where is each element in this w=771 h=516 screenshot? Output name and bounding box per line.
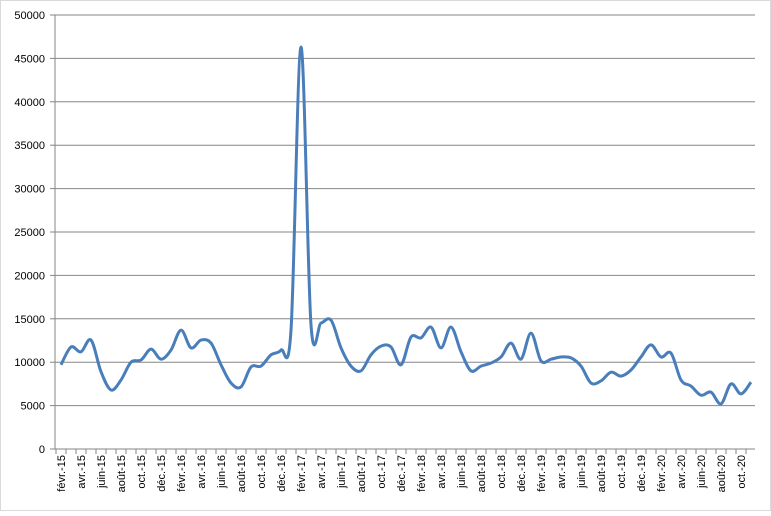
- x-tick-label: août-15: [116, 455, 128, 492]
- y-tick-label: 20000: [14, 270, 45, 282]
- x-tick-label: févr.-20: [656, 455, 668, 492]
- y-tick-label: 35000: [14, 140, 45, 152]
- y-tick-label: 45000: [14, 53, 45, 65]
- x-tick-label: avr.-16: [196, 455, 208, 489]
- x-tick-label: déc.-15: [156, 455, 168, 492]
- x-tick-label: févr.-16: [176, 455, 188, 492]
- x-tick-label: juin-15: [96, 455, 108, 489]
- x-tick-label: févr.-18: [416, 455, 428, 492]
- y-tick-label: 25000: [14, 227, 45, 239]
- x-tick-label: août-19: [596, 455, 608, 492]
- x-tick-label: oct.-19: [616, 455, 628, 489]
- x-tick-label: avr.-20: [676, 455, 688, 489]
- x-tick-label: juin-20: [696, 455, 708, 489]
- x-tick-label: juin-19: [576, 455, 588, 489]
- x-tick-label: oct.-20: [736, 455, 748, 489]
- x-tick-label: avr.-15: [76, 455, 88, 489]
- y-tick-label: 40000: [14, 97, 45, 109]
- x-tick-label: juin-16: [216, 455, 228, 489]
- y-tick-label: 0: [39, 444, 45, 456]
- x-tick-label: août-17: [356, 455, 368, 492]
- x-tick-label: déc.-17: [396, 455, 408, 492]
- y-tick-label: 5000: [21, 401, 45, 413]
- x-tick-label: déc.-16: [276, 455, 288, 492]
- x-tick-label: févr.-17: [296, 455, 308, 492]
- x-tick-label: oct.-15: [136, 455, 148, 489]
- y-tick-label: 10000: [14, 357, 45, 369]
- x-tick-label: févr.-15: [56, 455, 68, 492]
- data-line: [59, 45, 753, 406]
- x-tick-label: août-18: [476, 455, 488, 492]
- x-tick-label: oct.-16: [256, 455, 268, 489]
- x-tick-label: juin-17: [336, 455, 348, 489]
- x-tick-label: oct.-17: [376, 455, 388, 489]
- x-tick-label: déc.-18: [516, 455, 528, 492]
- y-tick-label: 30000: [14, 184, 45, 196]
- y-tick-label: 50000: [14, 10, 45, 22]
- y-tick-label: 15000: [14, 314, 45, 326]
- x-tick-label: juin-18: [456, 455, 468, 489]
- x-tick-label: août-16: [236, 455, 248, 492]
- x-tick-label: août-20: [716, 455, 728, 492]
- x-tick-label: févr.-19: [536, 455, 548, 492]
- x-tick-label: avr.-19: [556, 455, 568, 489]
- x-tick-label: avr.-17: [316, 455, 328, 489]
- x-tick-label: avr.-18: [436, 455, 448, 489]
- x-tick-label: déc.-19: [636, 455, 648, 492]
- x-tick-label: oct.-18: [496, 455, 508, 489]
